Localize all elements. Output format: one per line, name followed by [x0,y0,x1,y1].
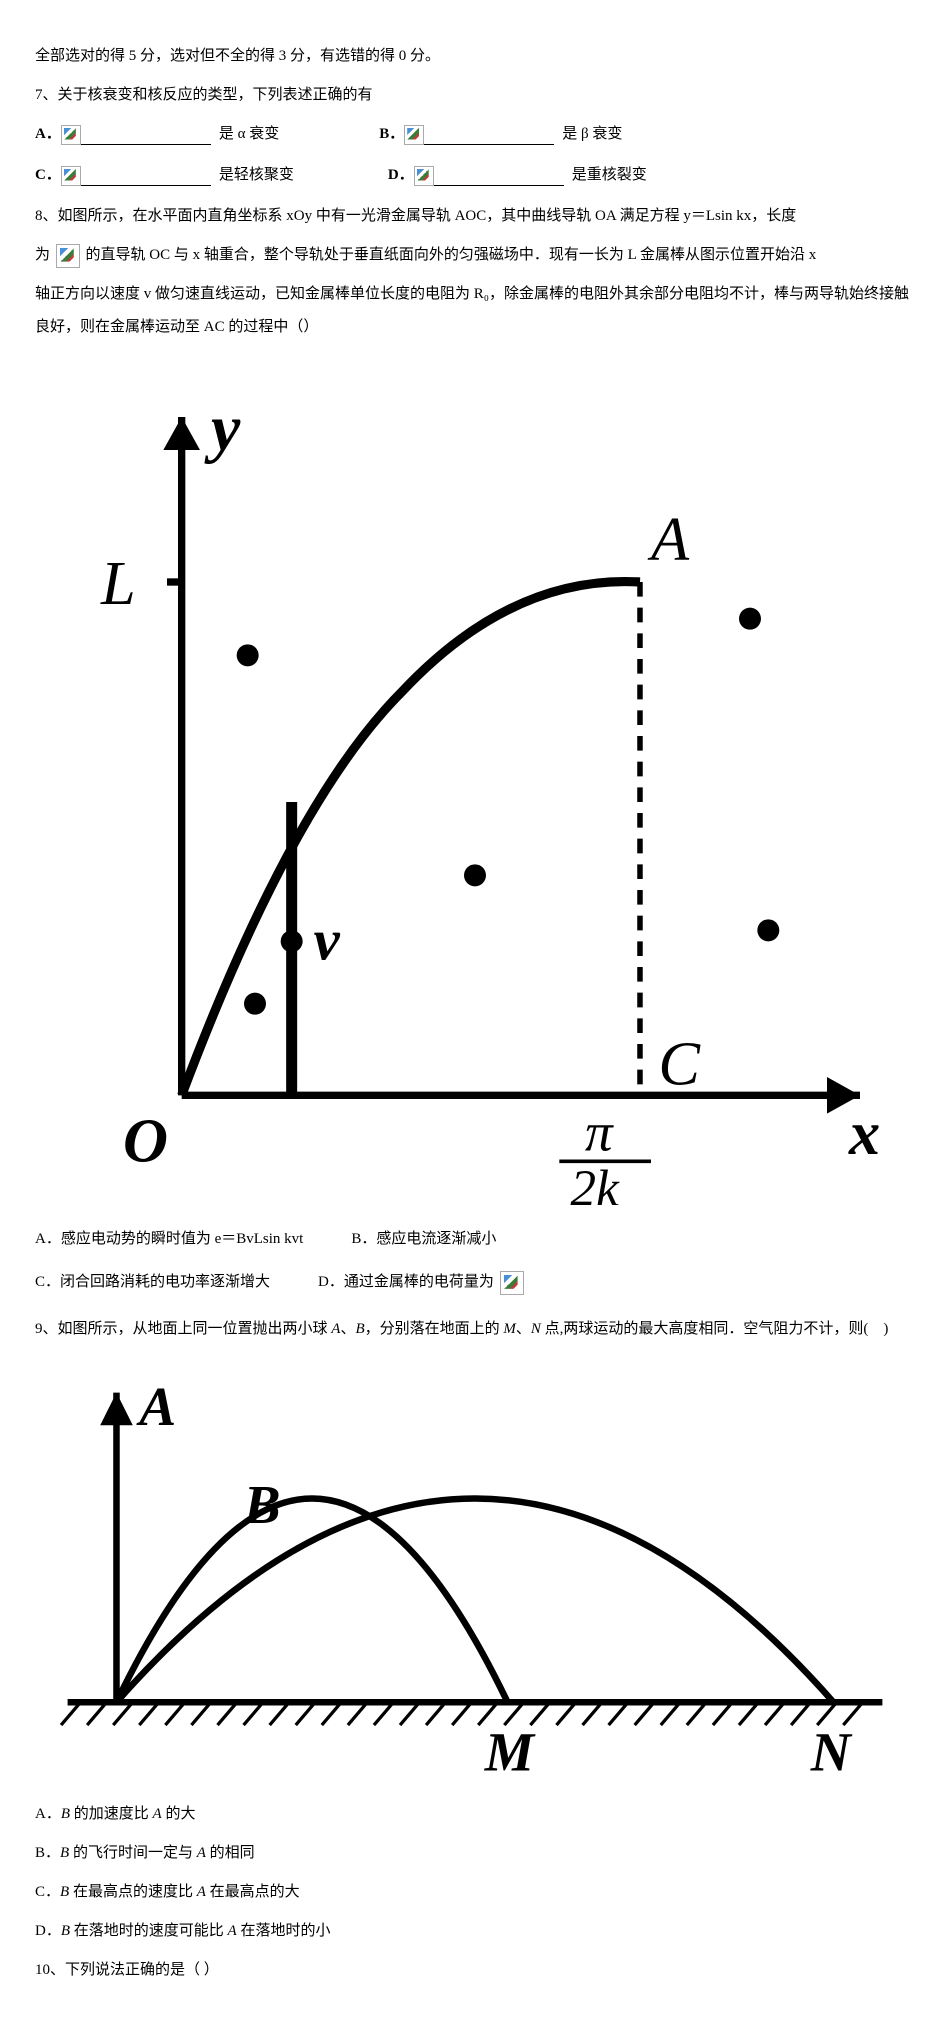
broken-image-icon [61,166,211,186]
svg-text:A: A [136,1377,176,1438]
q7-C-label: C． [35,159,61,192]
svg-text:2k: 2k [570,1160,620,1205]
q8-option-B: B．感应电流逐渐减小 [351,1223,496,1256]
q8-option-D: D．通过金属棒的电荷量为 [318,1266,526,1299]
q9-figure: A B M N [35,1360,915,1784]
broken-image-icon [404,125,554,145]
svg-text:L: L [100,549,136,618]
q7-options-row1: A． 是 α 衰变 B． 是 β 衰变 [35,118,915,151]
q8-options-row2: C．闭合回路消耗的电功率逐渐增大 D．通过金属棒的电荷量为 [35,1266,915,1299]
q8-stem-p3: 轴正方向以速度 v 做匀速直线运动，已知金属棒单位长度的电阻为 R₀，除金属棒的… [35,278,915,344]
svg-text:N: N [810,1722,853,1783]
q7-D-suffix: 是重核裂变 [572,159,647,192]
q7-C-suffix: 是轻核聚变 [219,159,294,192]
q7-A-suffix: 是 α 衰变 [219,118,279,151]
q8-option-A: A．感应电动势的瞬时值为 e＝BvLsin kvt [35,1223,303,1256]
svg-text:M: M [484,1722,536,1783]
svg-text:O: O [123,1106,168,1175]
q10-stem: 10、下列说法正确的是（ ） [35,1954,915,1987]
svg-text:y: y [204,392,241,465]
svg-text:v: v [314,908,341,973]
q9-option-C: C．B 在最高点的速度比 A 在最高点的大 [35,1876,915,1909]
broken-image-icon [414,166,564,186]
q7-B-suffix: 是 β 衰变 [562,118,622,151]
q8-options-row1: A．感应电动势的瞬时值为 e＝BvLsin kvt B．感应电流逐渐减小 [35,1223,915,1256]
broken-image-icon [500,1271,524,1295]
q7-option-C: C． 是轻核聚变 [35,159,294,192]
q8-figure-svg: y L A v C O π 2k x [35,362,915,1205]
svg-text:A: A [647,505,690,574]
broken-image-icon [404,125,424,145]
q9-option-A: A．B 的加速度比 A 的大 [35,1798,915,1831]
broken-image-icon [56,244,80,268]
broken-image-icon [414,166,434,186]
scoring-intro: 全部选对的得 5 分，选对但不全的得 3 分，有选错的得 0 分。 [35,40,915,73]
svg-text:B: B [243,1474,281,1535]
q9-option-D: D．B 在落地时的速度可能比 A 在落地时的小 [35,1915,915,1948]
broken-image-icon [61,166,81,186]
q8-option-C: C．闭合回路消耗的电功率逐渐增大 [35,1266,270,1299]
q7-option-B: B． 是 β 衰变 [379,118,622,151]
q9-stem: 9、如图所示，从地面上同一位置抛出两小球 A、B，分别落在地面上的 M、N 点,… [35,1313,915,1346]
q7-option-D: D． 是重核裂变 [388,159,647,192]
q9-option-B: B．B 的飞行时间一定与 A 的相同 [35,1837,915,1870]
q8-p2-suffix: 的直导轨 OC 与 x 轴重合，整个导轨处于垂直纸面向外的匀强磁场中．现有一长为… [86,247,817,263]
q7-A-label: A． [35,118,61,151]
q7-stem: 7、关于核衰变和核反应的类型，下列表述正确的有 [35,79,915,112]
q7-options-row2: C． 是轻核聚变 D． 是重核裂变 [35,159,915,192]
q8-p2-prefix: 为 [35,247,50,263]
q8-D-prefix: D．通过金属棒的电荷量为 [318,1274,494,1290]
svg-text:C: C [658,1029,701,1098]
q9-figure-svg: A B M N [35,1360,915,1784]
broken-image-icon [61,125,211,145]
svg-text:x: x [848,1099,880,1168]
svg-text:π: π [585,1101,614,1162]
q8-stem-p1: 8、如图所示，在水平面内直角坐标系 xOy 中有一光滑金属导轨 AOC，其中曲线… [35,200,915,233]
q7-B-label: B． [379,118,404,151]
q7-option-A: A． 是 α 衰变 [35,118,279,151]
q7-D-label: D． [388,159,414,192]
q8-figure: y L A v C O π 2k x [35,362,915,1205]
broken-image-icon [61,125,81,145]
q8-stem-p2: 为 的直导轨 OC 与 x 轴重合，整个导轨处于垂直纸面向外的匀强磁场中．现有一… [35,239,915,272]
